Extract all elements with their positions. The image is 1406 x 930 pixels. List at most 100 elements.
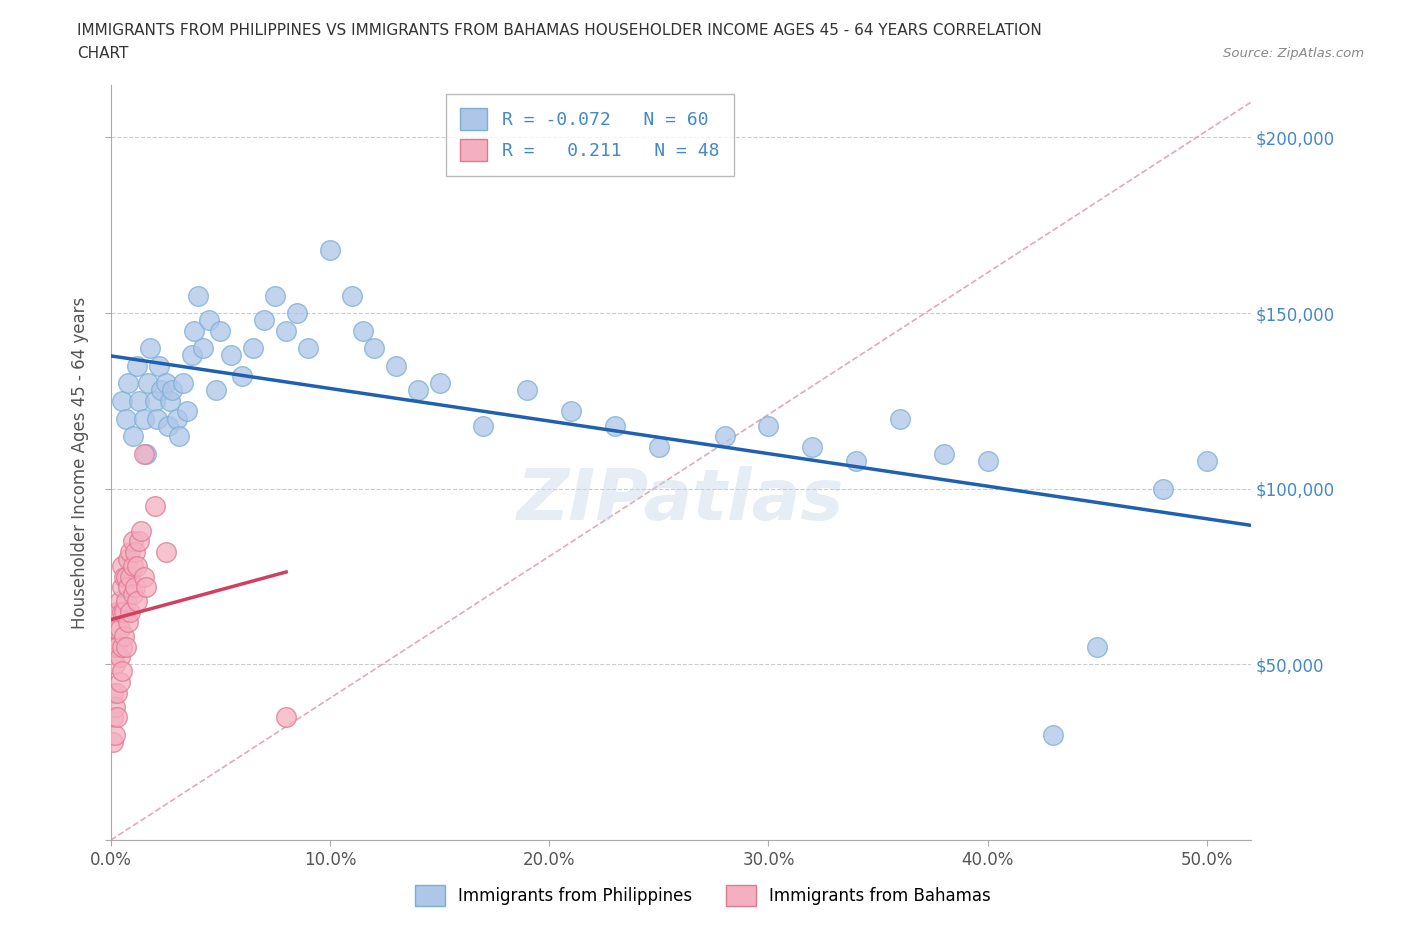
- Point: [172, 376, 194, 391]
- Point: [363, 340, 385, 355]
- Point: [146, 411, 169, 426]
- Point: [758, 418, 780, 433]
- Point: [128, 534, 150, 549]
- Point: [155, 545, 177, 560]
- Point: [276, 710, 298, 724]
- Point: [180, 348, 202, 363]
- Point: [276, 324, 298, 339]
- Point: [108, 622, 131, 637]
- Point: [131, 524, 153, 538]
- Point: [1085, 640, 1108, 655]
- Point: [139, 340, 162, 355]
- Point: [340, 288, 363, 303]
- Legend: Immigrants from Philippines, Immigrants from Bahamas: Immigrants from Philippines, Immigrants …: [408, 879, 998, 912]
- Point: [516, 383, 538, 398]
- Point: [108, 650, 131, 665]
- Point: [132, 446, 155, 461]
- Point: [221, 348, 243, 363]
- Point: [932, 446, 955, 461]
- Point: [112, 569, 135, 584]
- Point: [191, 340, 214, 355]
- Point: [406, 383, 429, 398]
- Point: [115, 569, 138, 584]
- Point: [115, 593, 138, 608]
- Point: [105, 710, 128, 724]
- Point: [384, 358, 406, 373]
- Point: [1152, 482, 1174, 497]
- Point: [209, 324, 232, 339]
- Text: CHART: CHART: [77, 46, 129, 61]
- Point: [648, 439, 671, 454]
- Point: [104, 699, 127, 714]
- Text: ZIPatlas: ZIPatlas: [517, 466, 845, 535]
- Point: [121, 429, 143, 444]
- Point: [1042, 727, 1064, 742]
- Point: [115, 411, 138, 426]
- Point: [253, 312, 276, 327]
- Point: [111, 640, 134, 655]
- Point: [108, 674, 131, 689]
- Point: [319, 243, 342, 258]
- Point: [285, 306, 308, 321]
- Point: [111, 579, 134, 594]
- Point: [429, 376, 451, 391]
- Point: [242, 340, 264, 355]
- Point: [117, 579, 139, 594]
- Point: [104, 640, 127, 655]
- Point: [105, 640, 128, 655]
- Point: [136, 376, 159, 391]
- Point: [297, 340, 319, 355]
- Point: [132, 569, 155, 584]
- Point: [205, 383, 228, 398]
- Point: [167, 429, 190, 444]
- Point: [111, 559, 134, 574]
- Point: [125, 559, 148, 574]
- Point: [121, 559, 143, 574]
- Point: [713, 429, 735, 444]
- Point: [148, 358, 170, 373]
- Point: [120, 569, 142, 584]
- Point: [111, 393, 134, 408]
- Point: [104, 657, 127, 671]
- Point: [105, 685, 128, 700]
- Point: [108, 593, 131, 608]
- Point: [472, 418, 495, 433]
- Point: [156, 418, 179, 433]
- Point: [801, 439, 824, 454]
- Point: [176, 404, 198, 418]
- Point: [198, 312, 221, 327]
- Point: [125, 593, 148, 608]
- Point: [166, 411, 188, 426]
- Point: [143, 393, 166, 408]
- Point: [124, 545, 146, 560]
- Point: [264, 288, 287, 303]
- Point: [112, 604, 135, 619]
- Point: [111, 664, 134, 679]
- Point: [889, 411, 911, 426]
- Point: [155, 376, 177, 391]
- Point: [101, 685, 124, 700]
- Point: [352, 324, 374, 339]
- Point: [845, 453, 868, 468]
- Point: [150, 383, 173, 398]
- Point: [560, 404, 582, 418]
- Text: IMMIGRANTS FROM PHILIPPINES VS IMMIGRANTS FROM BAHAMAS HOUSEHOLDER INCOME AGES 4: IMMIGRANTS FROM PHILIPPINES VS IMMIGRANT…: [77, 23, 1042, 38]
- Point: [143, 498, 166, 513]
- Point: [120, 545, 142, 560]
- Point: [128, 393, 150, 408]
- Text: Source: ZipAtlas.com: Source: ZipAtlas.com: [1223, 46, 1364, 60]
- Point: [101, 735, 124, 750]
- Point: [231, 369, 253, 384]
- Y-axis label: Householder Income Ages 45 - 64 years: Householder Income Ages 45 - 64 years: [72, 297, 89, 629]
- Point: [187, 288, 209, 303]
- Point: [112, 629, 135, 644]
- Point: [160, 383, 183, 398]
- Point: [124, 579, 146, 594]
- Point: [105, 604, 128, 619]
- Point: [111, 604, 134, 619]
- Point: [125, 358, 148, 373]
- Point: [976, 453, 998, 468]
- Point: [104, 727, 127, 742]
- Point: [135, 579, 157, 594]
- Point: [135, 446, 157, 461]
